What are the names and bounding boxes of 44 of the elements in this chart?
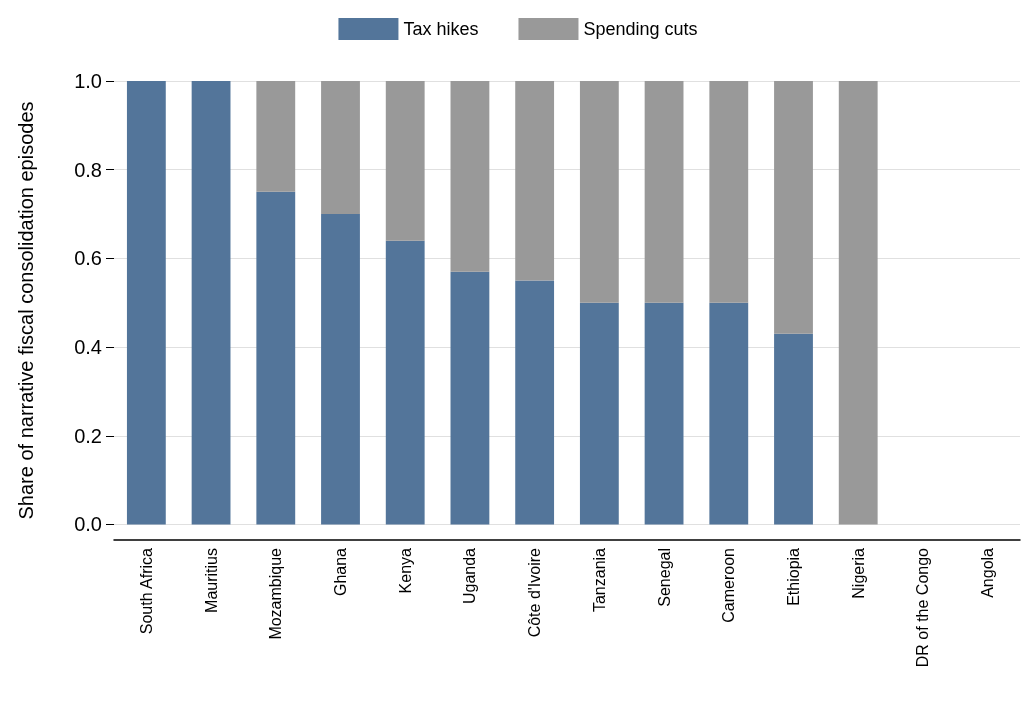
x-tick-label: South Africa <box>137 547 155 635</box>
x-tick-label: Uganda <box>461 547 479 605</box>
bar <box>838 81 878 525</box>
x-tick-label: Angola <box>979 547 997 598</box>
bar <box>709 81 749 303</box>
bar <box>579 81 619 303</box>
x-tick-label: DR of the Congo <box>914 547 932 668</box>
bar <box>644 302 684 525</box>
y-tick-label: 0.6 <box>74 247 102 270</box>
bar <box>515 280 555 525</box>
bar <box>256 81 296 192</box>
bar <box>774 81 813 334</box>
x-tick-label: Nigeria <box>849 547 867 599</box>
legend-label: Tax hikes <box>403 19 479 39</box>
bar <box>515 81 555 281</box>
bar <box>579 302 619 525</box>
bar <box>644 81 684 303</box>
legend-label: Spending cuts <box>583 19 698 39</box>
x-tick-label: Tanzania <box>590 547 608 613</box>
x-tick-label: Mozambique <box>267 547 285 640</box>
y-tick-label: 1.0 <box>74 70 102 92</box>
x-tick-label: Ghana <box>332 547 349 597</box>
bar <box>450 81 490 272</box>
x-tick-label: Ethiopia <box>785 547 802 606</box>
bar <box>321 81 360 215</box>
y-tick-label: 0.8 <box>74 158 102 181</box>
x-tick-label: Kenya <box>396 547 414 594</box>
bar <box>385 240 425 525</box>
y-tick-label: 0.4 <box>74 336 102 359</box>
bar <box>321 214 360 525</box>
x-tick-label: Senegal <box>655 548 673 607</box>
x-tick-label: Mauritius <box>202 548 220 613</box>
x-tick-label: Cameroon <box>720 548 738 623</box>
bar <box>385 81 425 241</box>
y-tick-label: 0.2 <box>74 424 102 447</box>
bar <box>256 191 296 525</box>
bar <box>191 81 231 525</box>
y-tick-label: 0.0 <box>74 513 102 536</box>
bar <box>709 302 749 525</box>
bar <box>126 81 166 525</box>
bar <box>774 333 813 525</box>
y-axis-title: Share of narrative fiscal consolidation episodes <box>15 101 37 520</box>
x-tick-label: Côte d'Ivoire <box>526 547 544 638</box>
bar <box>450 271 490 525</box>
